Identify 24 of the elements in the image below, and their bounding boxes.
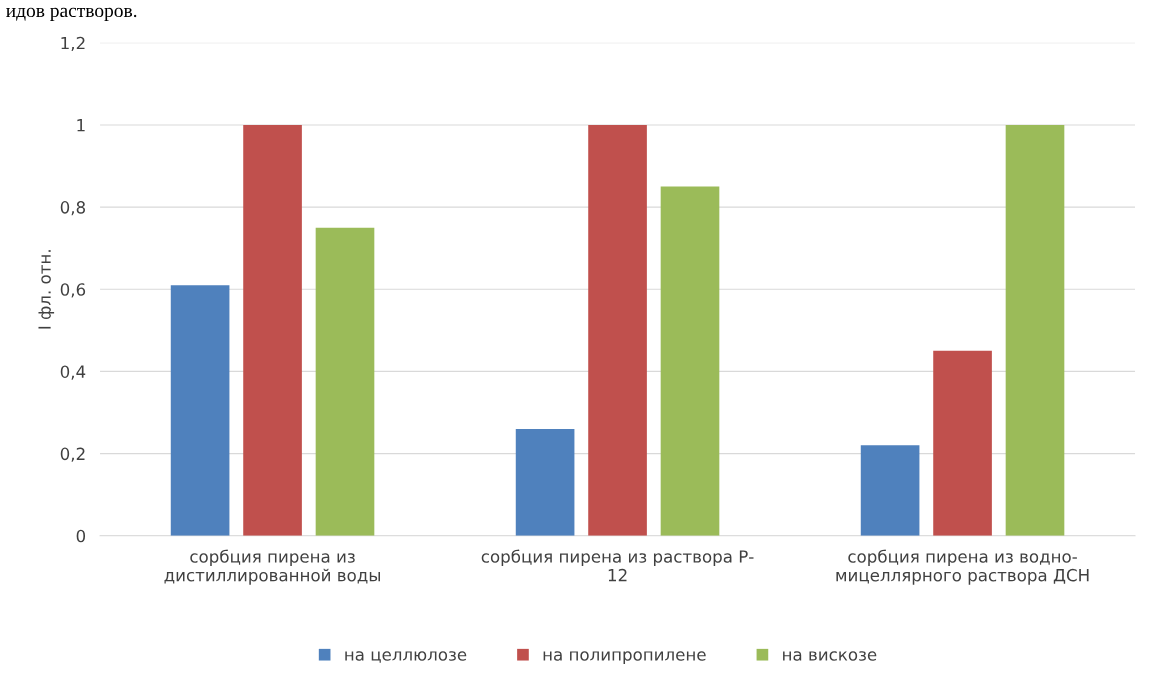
y-tick-label: 0,8 — [60, 201, 86, 216]
bar — [933, 350, 992, 536]
legend-label: на полипропилене — [543, 651, 706, 664]
bar — [660, 186, 720, 536]
bar — [515, 428, 575, 536]
y-tick-label: 0 — [76, 529, 86, 543]
legend-label: на вискозе — [783, 651, 877, 661]
bar — [170, 285, 230, 536]
legend-label: на целлюлозе — [345, 651, 467, 663]
x-tick-label: сорбция пирена из водно- мицеллярного раствора ДСН — [836, 549, 1089, 585]
bar — [588, 124, 647, 536]
y-tick-label: 0,6 — [60, 283, 86, 298]
x-tick-label: сорбция пирена из раствора Р- 12 — [481, 549, 754, 582]
x-tick-label: сорбция пирена из дистиллированной воды — [164, 549, 380, 585]
bar — [860, 445, 920, 536]
y-tick-label: 0,4 — [60, 365, 86, 380]
y-tick-label: 1,2 — [61, 36, 85, 52]
y-tick-label: 0,2 — [60, 447, 85, 462]
bar — [1005, 124, 1065, 536]
bar — [243, 124, 302, 536]
y-axis-title: I фл. отн. — [38, 250, 55, 329]
text: идов растворов. — [6, 7, 137, 22]
bar — [315, 227, 375, 536]
y-tick-label: 1 — [77, 119, 85, 132]
